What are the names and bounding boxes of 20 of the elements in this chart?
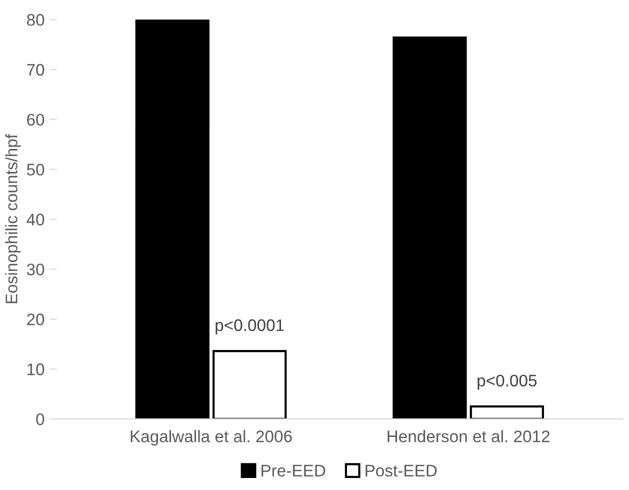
y-tick-label: 70: [27, 64, 44, 76]
y-tick-label: 0: [36, 413, 44, 426]
annotation: p<0.005: [478, 374, 537, 390]
x-tick-label: Henderson et al. 2012: [388, 430, 550, 442]
annotation: p<0.0001: [216, 319, 284, 334]
y-tick-label: 10: [28, 363, 44, 376]
bar: [470, 405, 544, 419]
y-tick-label: 30: [26, 264, 44, 276]
y-tick-label: 20: [27, 314, 44, 326]
y-tick-label: 80: [26, 14, 44, 26]
y-tick-label: 50: [26, 164, 44, 176]
x-tick-label: Kagalwalla et al. 2006: [130, 430, 292, 446]
bar: [212, 350, 287, 419]
legend-label: Pre-EED: [262, 464, 326, 477]
y-tick-label: 40: [26, 214, 44, 226]
bar: [135, 20, 210, 419]
y-tick-label: 60: [27, 114, 44, 126]
bar: [392, 36, 467, 419]
y-axis-title: Eosinophilic counts/hpf: [5, 134, 21, 304]
legend-label: Post-EED: [366, 464, 437, 477]
